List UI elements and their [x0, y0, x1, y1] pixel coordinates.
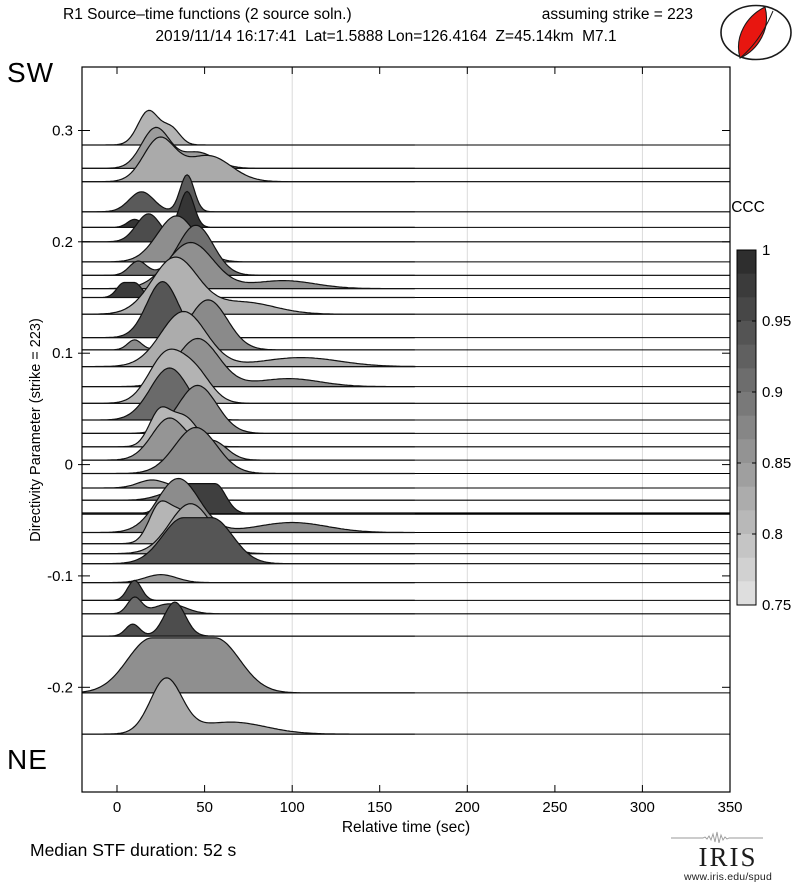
- colorbar-tick-label: 0.95: [762, 313, 791, 330]
- colorbar-band: [737, 463, 756, 487]
- iris-logo-url: www.iris.edu/spud: [683, 871, 773, 883]
- stf-trace-fill: [82, 596, 415, 615]
- x-tick-label: 150: [367, 799, 392, 816]
- x-tick-label: 350: [717, 799, 742, 816]
- colorbar-band: [737, 273, 756, 298]
- iris-logo-text: IRIS: [698, 842, 758, 872]
- colorbar-band: [737, 439, 756, 464]
- x-tick-label: 300: [630, 799, 655, 816]
- title-left: R1 Source–time functions (2 source soln.…: [63, 6, 352, 23]
- colorbar-tick-label: 1: [762, 242, 770, 259]
- y-tick-label: 0.2: [52, 234, 73, 251]
- stf-trace-fill: [82, 109, 415, 146]
- stf-trace-fill: [82, 280, 415, 339]
- stf-trace-fill: [82, 126, 415, 169]
- y-tick-label: 0.1: [52, 345, 73, 362]
- x-tick-label: 0: [113, 799, 121, 816]
- stf-trace-fill: [82, 479, 415, 489]
- stf-trace-fill: [82, 299, 415, 351]
- colorbar-tick-label: 0.85: [762, 455, 791, 472]
- colorbar-band: [737, 510, 756, 535]
- stf-trace-fill: [82, 224, 415, 276]
- colorbar-band: [737, 321, 756, 345]
- stf-trace-fill: [82, 426, 415, 475]
- seismogram-icon: [671, 831, 763, 844]
- stf-trace-fill: [82, 489, 415, 501]
- stf-trace-fill: [82, 573, 415, 584]
- stf-trace-fill: [82, 281, 415, 299]
- colorbar-title: CCC: [731, 199, 765, 216]
- x-axis-title: Relative time (sec): [341, 819, 471, 836]
- colorbar-tick-label: 0.8: [762, 526, 783, 543]
- title-right: assuming strike = 223: [541, 6, 693, 23]
- x-tick-label: 100: [280, 799, 305, 816]
- stf-trace-fill: [82, 348, 415, 404]
- colorbar-band: [737, 250, 756, 274]
- corner-label-sw: SW: [7, 57, 55, 88]
- colorbar-tick-label: 0.75: [762, 597, 791, 614]
- stf-trace-fill: [82, 174, 415, 213]
- figure-title: R1 Source–time functions (2 source soln.…: [63, 6, 693, 24]
- y-tick-label: 0.3: [52, 123, 73, 140]
- median-stf-duration: Median STF duration: 52 s: [30, 840, 237, 860]
- stf-trace-fill: [82, 384, 415, 434]
- corner-label-ne: NE: [7, 744, 48, 775]
- colorbar-band: [737, 557, 756, 582]
- x-tick-label: 50: [196, 799, 213, 816]
- x-tick-label: 250: [542, 799, 567, 816]
- colorbar-band: [737, 581, 756, 606]
- beachball-nodal-line: [739, 10, 774, 59]
- stf-trace-fill: [82, 367, 415, 421]
- plot-box: [81, 66, 731, 793]
- colorbar-band: [737, 486, 756, 511]
- figure-subtitle: 2019/11/14 16:17:41 Lat=1.5888 Lon=126.4…: [155, 28, 617, 45]
- colorbar-tick-label: 0.9: [762, 384, 783, 401]
- colorbar-band: [737, 344, 756, 369]
- stf-trace-fill: [82, 500, 415, 545]
- stf-trace-fill: [82, 310, 416, 368]
- y-tick-label: -0.2: [47, 679, 73, 696]
- stf-trace-fill: [82, 136, 415, 183]
- colorbar-band: [737, 534, 756, 558]
- y-tick-label: -0.1: [47, 568, 73, 585]
- colorbar-band: [737, 297, 756, 322]
- stf-trace-fill: [82, 215, 415, 263]
- focal-mechanism-icon: [720, 4, 792, 61]
- colorbar-band: [737, 392, 756, 416]
- iris-logo: IRIS www.iris.edu/spud: [663, 831, 793, 883]
- colorbar-border: [736, 249, 757, 606]
- colorbar-band: [737, 415, 756, 440]
- traces-group: [82, 109, 730, 735]
- stf-trace-fill: [82, 637, 415, 694]
- colorbar-band: [737, 368, 756, 393]
- stf-trace-fill: [82, 417, 415, 461]
- stf-trace-fill: [82, 601, 415, 637]
- y-tick-label: 0: [65, 457, 73, 474]
- stf-trace-fill: [82, 517, 415, 565]
- x-tick-label: 200: [455, 799, 480, 816]
- stf-trace-fill: [82, 579, 415, 601]
- stf-trace-fill: [82, 677, 415, 735]
- stf-trace-fill: [82, 190, 415, 228]
